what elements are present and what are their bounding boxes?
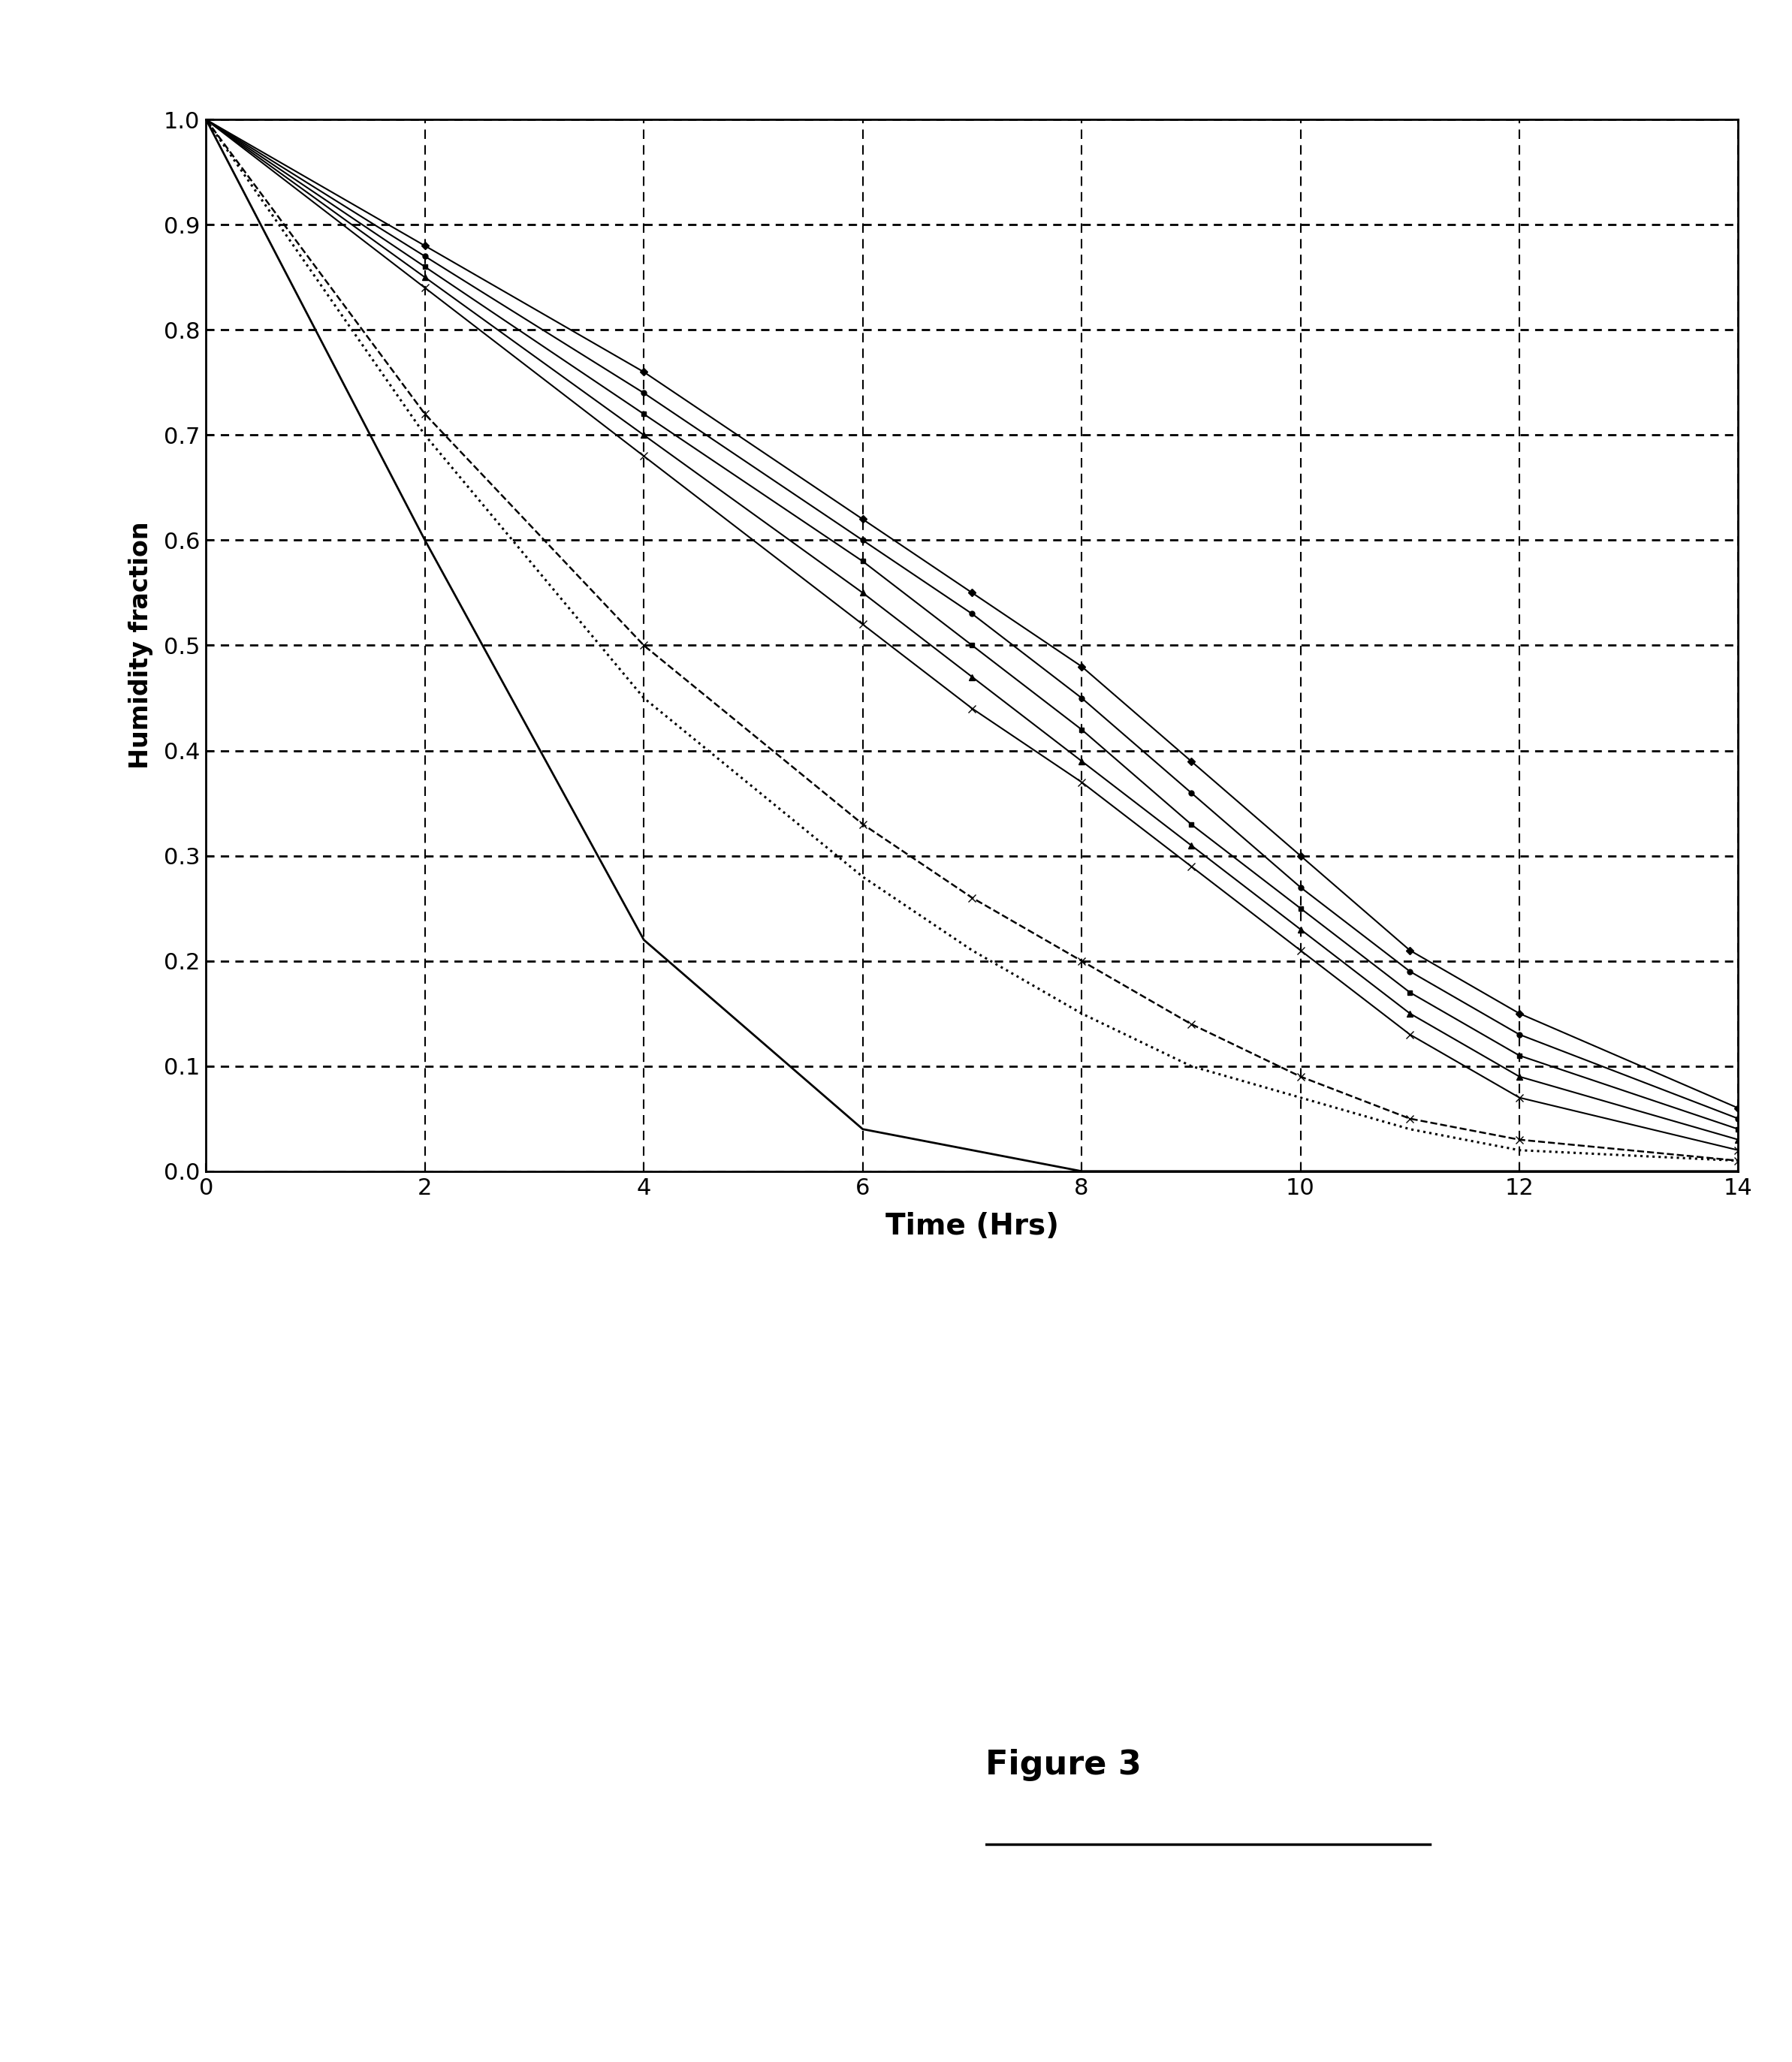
Text: Figure 3: Figure 3 [986,1749,1142,1782]
X-axis label: Time (Hrs): Time (Hrs) [885,1212,1059,1241]
Y-axis label: Humidity fraction: Humidity fraction [129,522,152,769]
